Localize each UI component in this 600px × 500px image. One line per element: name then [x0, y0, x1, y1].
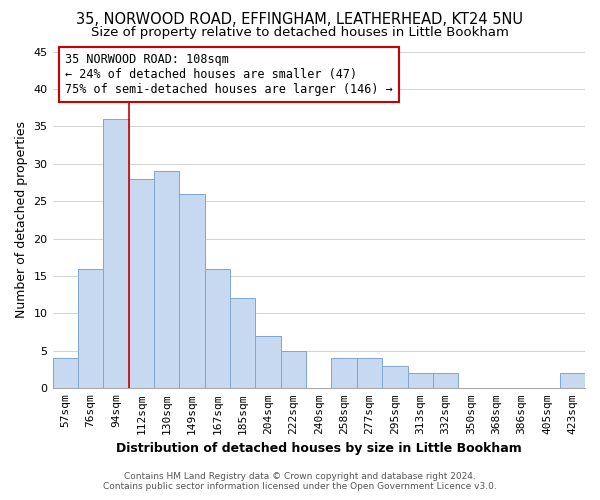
X-axis label: Distribution of detached houses by size in Little Bookham: Distribution of detached houses by size …	[116, 442, 521, 455]
Text: Size of property relative to detached houses in Little Bookham: Size of property relative to detached ho…	[91, 26, 509, 39]
Bar	[357, 358, 382, 388]
Text: 35, NORWOOD ROAD, EFFINGHAM, LEATHERHEAD, KT24 5NU: 35, NORWOOD ROAD, EFFINGHAM, LEATHERHEAD…	[77, 12, 523, 28]
Bar	[560, 374, 585, 388]
Bar	[433, 374, 458, 388]
Bar	[154, 172, 179, 388]
Bar	[331, 358, 357, 388]
Bar	[230, 298, 256, 388]
Bar	[179, 194, 205, 388]
Bar	[78, 268, 103, 388]
Text: 35 NORWOOD ROAD: 108sqm
← 24% of detached houses are smaller (47)
75% of semi-de: 35 NORWOOD ROAD: 108sqm ← 24% of detache…	[65, 53, 393, 96]
Text: Contains HM Land Registry data © Crown copyright and database right 2024.
Contai: Contains HM Land Registry data © Crown c…	[103, 472, 497, 491]
Bar	[205, 268, 230, 388]
Bar	[103, 119, 128, 388]
Y-axis label: Number of detached properties: Number of detached properties	[15, 122, 28, 318]
Bar	[382, 366, 407, 388]
Bar	[256, 336, 281, 388]
Bar	[281, 351, 306, 389]
Bar	[53, 358, 78, 388]
Bar	[128, 178, 154, 388]
Bar	[407, 374, 433, 388]
